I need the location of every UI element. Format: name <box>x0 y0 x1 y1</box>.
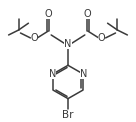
Text: Br: Br <box>62 110 74 120</box>
Text: O: O <box>98 33 105 43</box>
Text: N: N <box>64 39 72 49</box>
Text: O: O <box>31 33 38 43</box>
Text: O: O <box>84 9 92 19</box>
Text: N: N <box>80 69 87 79</box>
Text: N: N <box>49 69 56 79</box>
Text: O: O <box>44 9 52 19</box>
